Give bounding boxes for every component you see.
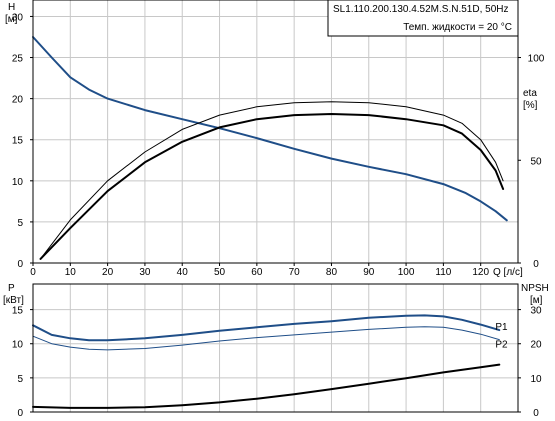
lower-left-tick-label: 10 <box>12 340 24 351</box>
lower-right-tick-label: 10 <box>530 374 542 385</box>
upper-left-tick-label: 15 <box>12 136 24 147</box>
upper-right-tick-label: 0 <box>533 259 539 270</box>
x-tick-label: 10 <box>65 267 77 278</box>
upper-plot-frame <box>32 0 519 264</box>
series-label-p2: P2 <box>495 340 508 351</box>
upper-right-tick-label: 100 <box>528 54 545 65</box>
x-tick-label: 120 <box>472 267 489 278</box>
x-axis-unit-label: Q [л/с] <box>493 267 523 278</box>
upper-left-axis-label: H <box>8 2 15 13</box>
power-p1-curve <box>32 314 501 342</box>
lower-right-tick-label: 20 <box>530 340 542 351</box>
upper-left-axis-unit: [м] <box>5 14 18 25</box>
lower-right-tick-label: 30 <box>530 306 542 317</box>
efficiency-curve-thick <box>39 113 505 260</box>
model-info-box <box>327 0 519 37</box>
x-tick-label: 80 <box>326 267 338 278</box>
x-tick-label: 90 <box>363 267 375 278</box>
upper-left-tick-label: 0 <box>17 259 23 270</box>
lower-left-tick-label: 15 <box>12 306 24 317</box>
upper-right-tick-label: 50 <box>530 156 542 167</box>
lower-left-axis-label: P <box>8 283 15 294</box>
efficiency-curve-thin <box>40 101 504 260</box>
head-curve <box>32 36 508 222</box>
x-tick-label: 110 <box>435 267 451 278</box>
power-p2-curve <box>32 326 500 351</box>
lower-left-axis-unit: [кВт] <box>3 295 24 306</box>
lower-grid <box>33 284 518 412</box>
model-label: SL1.110.200.130.4.52M.S.N.51D, 50Hz <box>333 4 508 15</box>
upper-right-axis-label: eta <box>523 88 537 99</box>
lower-right-axis-label: NPSH <box>521 283 549 294</box>
tick-labels: 0 10 20 30 40 50 60 70 80 90 100 110 120051015202530… <box>12 12 545 419</box>
x-tick-label: 100 <box>398 267 415 278</box>
upper-left-tick-label: 20 <box>12 95 24 106</box>
npsh-curve <box>32 363 501 409</box>
x-tick-label: 50 <box>214 267 226 278</box>
upper-grid <box>33 0 518 263</box>
upper-left-tick-label: 5 <box>17 218 23 229</box>
upper-left-tick-label: 10 <box>12 177 24 188</box>
liquid-temperature-label: Темп. жидкости = 20 °C <box>403 22 512 33</box>
series-layer: P1 P2 <box>32 36 508 409</box>
x-tick-label: 40 <box>177 267 189 278</box>
upper-left-tick-label: 25 <box>12 54 24 65</box>
series-label-p1: P1 <box>495 322 508 333</box>
x-tick-label: 0 <box>30 267 36 278</box>
x-tick-label: 20 <box>102 267 114 278</box>
x-tick-label: 30 <box>139 267 151 278</box>
lower-plot-frame <box>32 283 519 413</box>
x-tick-label: 60 <box>251 267 263 278</box>
x-tick-label: 70 <box>289 267 301 278</box>
lower-right-tick-label: 0 <box>533 408 539 419</box>
upper-left-tick-label: 30 <box>12 12 24 23</box>
lower-left-tick-label: 5 <box>17 374 23 385</box>
lower-left-tick-label: 0 <box>17 408 23 419</box>
lower-right-axis-unit: [м] <box>530 295 543 306</box>
upper-right-axis-unit: [%] <box>523 100 538 111</box>
